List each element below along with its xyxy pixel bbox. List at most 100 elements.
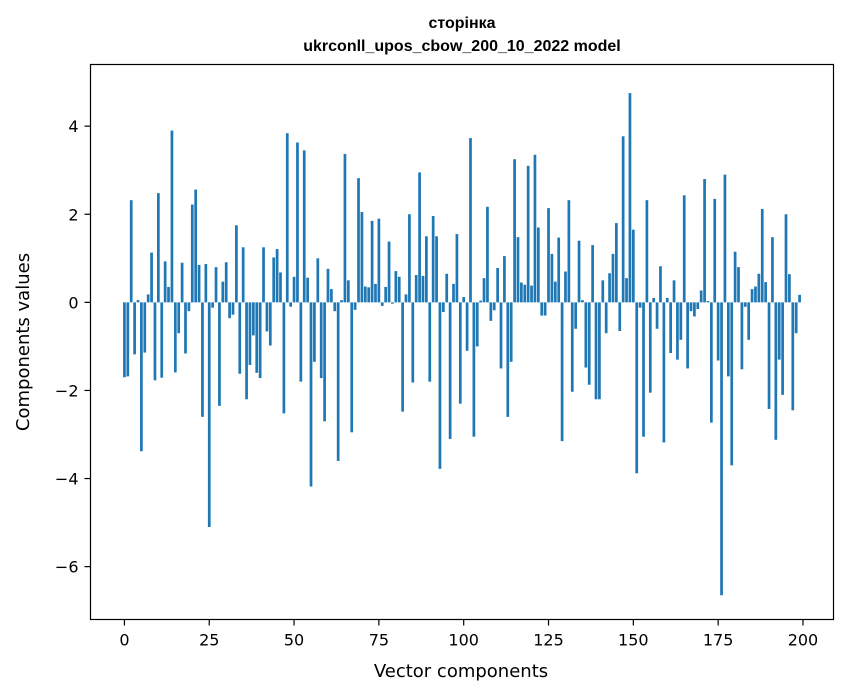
bar-75 xyxy=(377,218,381,303)
bar-0 xyxy=(123,302,126,378)
bar-196 xyxy=(788,274,791,303)
bar-140 xyxy=(598,302,601,400)
bar-39 xyxy=(255,302,259,373)
bar-61 xyxy=(330,289,333,303)
bar-168 xyxy=(693,302,696,317)
bar-18 xyxy=(184,302,187,354)
x-tick-label: 25 xyxy=(199,631,219,650)
bar-198 xyxy=(794,302,798,334)
bar-29 xyxy=(221,281,225,303)
bar-72 xyxy=(367,287,371,303)
bar-170 xyxy=(699,290,703,303)
y-axis-ticks: −6 −4 −2 0 2 4 xyxy=(55,117,91,577)
bar-33 xyxy=(235,225,238,303)
bar-161 xyxy=(669,302,673,354)
bar-184 xyxy=(747,302,751,340)
bar-125 xyxy=(547,208,550,303)
bar-28 xyxy=(218,302,221,406)
bar-167 xyxy=(689,302,693,312)
bar-32 xyxy=(231,302,235,315)
bar-56 xyxy=(313,302,316,362)
bar-100 xyxy=(462,297,466,303)
bar-24 xyxy=(204,264,208,303)
x-axis-label: Vector components xyxy=(374,661,548,682)
bar-190 xyxy=(767,302,771,409)
bar-19 xyxy=(187,302,191,312)
bar-158 xyxy=(659,266,662,303)
bar-47 xyxy=(282,302,286,414)
bar-71 xyxy=(363,286,367,303)
bar-146 xyxy=(618,302,622,331)
bar-35 xyxy=(241,247,245,303)
bar-143 xyxy=(608,273,611,303)
bar-15 xyxy=(173,302,177,373)
bar-156 xyxy=(652,297,656,303)
bar-111 xyxy=(499,302,503,369)
bar-187 xyxy=(757,273,761,303)
bar-121 xyxy=(533,154,537,303)
bar-91 xyxy=(431,216,435,303)
x-tick-label: 200 xyxy=(788,631,819,650)
bar-84 xyxy=(408,214,411,303)
bar-112 xyxy=(503,256,506,303)
bar-162 xyxy=(672,280,676,303)
bar-119 xyxy=(526,165,530,303)
bar-165 xyxy=(682,195,686,303)
bar-4 xyxy=(136,300,140,303)
bar-58 xyxy=(319,302,323,379)
bar-95 xyxy=(445,273,449,303)
bar-42 xyxy=(265,302,269,332)
bar-69 xyxy=(357,178,360,303)
bar-23 xyxy=(201,302,204,417)
bar-114 xyxy=(509,302,513,362)
bar-82 xyxy=(401,302,404,412)
bar-53 xyxy=(302,150,306,303)
y-tick-label: −2 xyxy=(55,381,79,400)
bar-180 xyxy=(733,251,737,303)
bar-129 xyxy=(560,302,564,442)
bar-103 xyxy=(472,302,476,437)
bar-12 xyxy=(163,261,167,303)
bar-10 xyxy=(156,193,160,303)
bar-8 xyxy=(150,252,153,303)
bar-88 xyxy=(421,275,425,303)
bar-163 xyxy=(676,302,679,360)
bar-157 xyxy=(655,302,659,329)
bar-193 xyxy=(777,302,781,360)
bar-164 xyxy=(679,302,683,340)
bar-27 xyxy=(214,267,218,303)
bar-106 xyxy=(482,278,486,303)
bar-108 xyxy=(489,302,493,321)
bar-109 xyxy=(492,302,496,311)
bar-25 xyxy=(207,302,211,527)
bar-142 xyxy=(604,302,608,334)
bar-81 xyxy=(397,276,401,303)
bar-128 xyxy=(557,237,561,303)
bar-90 xyxy=(428,302,432,382)
bar-105 xyxy=(479,300,483,303)
bar-102 xyxy=(469,138,472,303)
bar-6 xyxy=(143,302,147,353)
bar-144 xyxy=(611,253,615,303)
bar-63 xyxy=(336,302,340,461)
bar-191 xyxy=(771,237,774,303)
bar-116 xyxy=(516,237,520,303)
bar-41 xyxy=(262,247,265,303)
bar-65 xyxy=(343,153,347,303)
bar-45 xyxy=(275,249,279,303)
bar-13 xyxy=(167,286,170,303)
bar-166 xyxy=(686,302,689,369)
x-tick-label: 175 xyxy=(703,631,734,650)
bar-130 xyxy=(564,271,567,303)
bar-1 xyxy=(126,302,130,377)
bar-76 xyxy=(380,302,384,306)
bar-50 xyxy=(292,276,296,303)
bar-139 xyxy=(594,302,598,400)
bar-127 xyxy=(553,281,557,303)
bar-183 xyxy=(743,302,747,307)
bar-122 xyxy=(536,227,540,303)
bar-14 xyxy=(170,130,174,303)
bar-49 xyxy=(289,302,293,307)
bar-59 xyxy=(323,302,326,422)
bar-113 xyxy=(506,302,510,417)
